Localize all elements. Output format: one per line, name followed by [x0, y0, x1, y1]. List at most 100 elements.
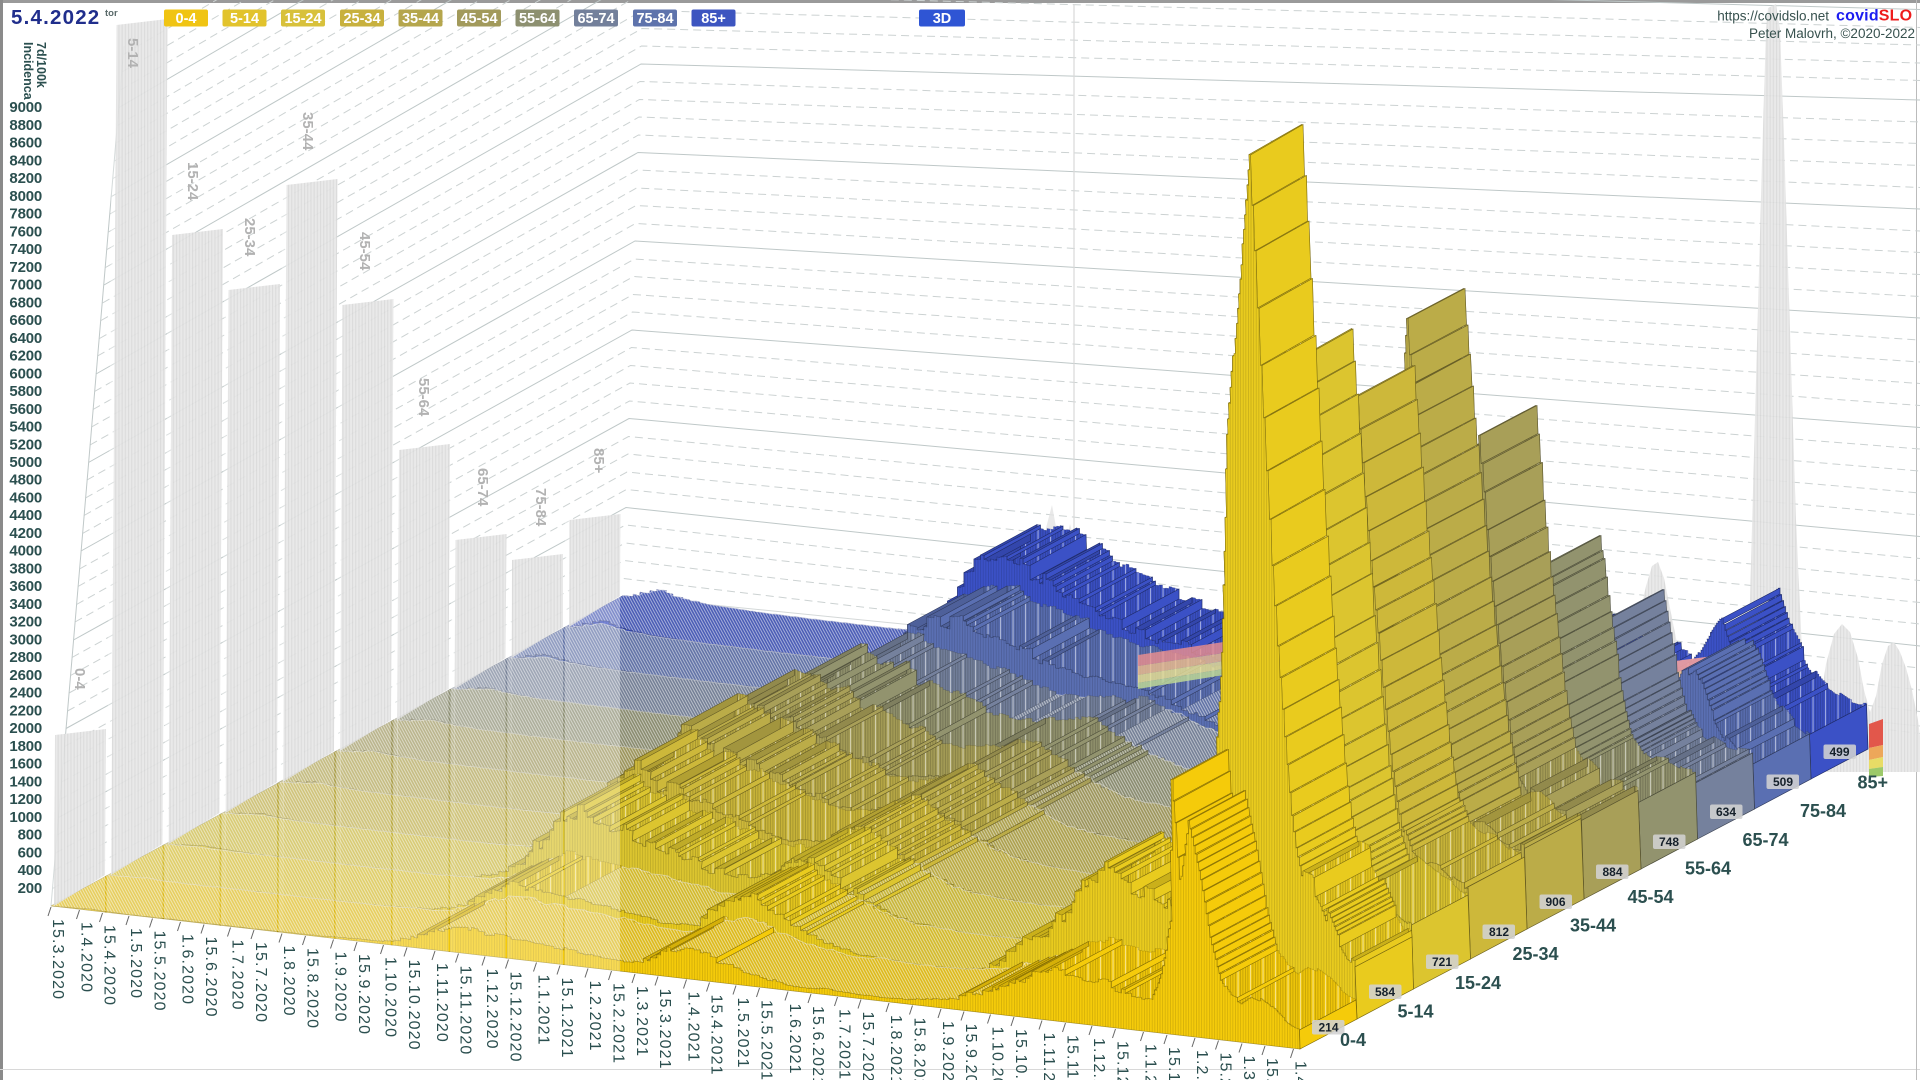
- svg-text:15.12.: 15.12.: [1114, 1041, 1131, 1080]
- svg-text:4200: 4200: [9, 525, 42, 542]
- svg-text:800: 800: [18, 827, 42, 844]
- svg-text:https://covidslo.net: https://covidslo.net: [1717, 9, 1829, 24]
- svg-text:5400: 5400: [9, 419, 42, 436]
- svg-text:7200: 7200: [9, 259, 42, 276]
- svg-text:0-4: 0-4: [71, 668, 88, 690]
- svg-text:15.11.2021: 15.11.2021: [1064, 1035, 1081, 1080]
- svg-text:1.6.2021: 1.6.2021: [786, 1004, 803, 1075]
- svg-text:15.4.2021: 15.4.2021: [708, 995, 725, 1076]
- svg-text:8400: 8400: [9, 153, 42, 170]
- svg-text:15.1.: 15.1.: [1165, 1047, 1182, 1080]
- svg-text:tor: tor: [105, 8, 118, 19]
- svg-text:15-24: 15-24: [1455, 973, 1501, 993]
- svg-text:634: 634: [1716, 805, 1736, 819]
- svg-text:15.3.2020: 15.3.2020: [49, 919, 66, 1000]
- svg-text:6400: 6400: [9, 330, 42, 347]
- svg-text:15.7.2020: 15.7.2020: [252, 942, 269, 1023]
- svg-text:65-74: 65-74: [577, 11, 614, 27]
- svg-text:1000: 1000: [9, 809, 42, 826]
- svg-text:5-14: 5-14: [230, 11, 259, 27]
- svg-text:15.2.: 15.2.: [1217, 1053, 1234, 1080]
- svg-text:35-44: 35-44: [1570, 916, 1616, 936]
- svg-text:1.7.2020: 1.7.2020: [229, 940, 246, 1011]
- svg-text:499: 499: [1829, 745, 1849, 759]
- svg-text:1.8.2021: 1.8.2021: [887, 1015, 904, 1080]
- svg-text:1.3.2021: 1.3.2021: [633, 986, 650, 1057]
- svg-text:6200: 6200: [9, 348, 42, 365]
- svg-text:15.10.2020: 15.10.2020: [405, 960, 422, 1051]
- svg-text:1.4.2020: 1.4.2020: [78, 922, 95, 993]
- svg-text:1.2.: 1.2.: [1193, 1050, 1210, 1080]
- svg-text:Incidenca: Incidenca: [21, 42, 35, 101]
- svg-text:748: 748: [1659, 835, 1679, 849]
- svg-text:3D: 3D: [933, 11, 952, 27]
- svg-text:15.9.2020: 15.9.2020: [355, 954, 372, 1035]
- svg-text:5-14: 5-14: [1398, 1002, 1434, 1022]
- svg-text:2400: 2400: [9, 685, 42, 702]
- svg-text:15.7.2021: 15.7.2021: [859, 1012, 876, 1080]
- svg-text:75-84: 75-84: [532, 488, 549, 527]
- svg-text:1.10.2021: 1.10.2021: [989, 1027, 1006, 1080]
- svg-text:3200: 3200: [9, 614, 42, 631]
- svg-text:1.3.: 1.3.: [1240, 1056, 1257, 1080]
- svg-text:2000: 2000: [9, 720, 42, 737]
- svg-text:5000: 5000: [9, 454, 42, 471]
- svg-text:25-34: 25-34: [241, 218, 258, 257]
- svg-text:1600: 1600: [9, 756, 42, 773]
- svg-text:5600: 5600: [9, 401, 42, 418]
- svg-text:1.12.2021: 1.12.2021: [1090, 1038, 1107, 1080]
- svg-text:721: 721: [1432, 955, 1452, 969]
- svg-text:55-64: 55-64: [1685, 859, 1731, 879]
- svg-text:1400: 1400: [9, 774, 42, 791]
- svg-text:0-4: 0-4: [176, 11, 197, 27]
- svg-text:15-24: 15-24: [184, 162, 201, 201]
- svg-text:4800: 4800: [9, 472, 42, 489]
- svg-text:8600: 8600: [9, 135, 42, 152]
- svg-text:200: 200: [18, 880, 42, 897]
- svg-text:1.4.: 1.4.: [1292, 1061, 1309, 1080]
- svg-text:6000: 6000: [9, 366, 42, 383]
- svg-text:9000: 9000: [9, 99, 42, 116]
- svg-text:15.10.2021: 15.10.2021: [1012, 1029, 1029, 1080]
- svg-text:1.12.2020: 1.12.2020: [483, 969, 500, 1050]
- svg-text:65-74: 65-74: [1743, 830, 1789, 850]
- svg-text:5.4.2022: 5.4.2022: [11, 6, 100, 29]
- svg-text:1.11.2020: 1.11.2020: [433, 963, 450, 1043]
- svg-text:3400: 3400: [9, 596, 42, 613]
- svg-text:1.1.2022: 1.1.2022: [1142, 1044, 1159, 1080]
- svg-text:75-84: 75-84: [636, 11, 673, 27]
- svg-text:1.11.2021: 1.11.2021: [1040, 1033, 1057, 1080]
- svg-text:2800: 2800: [9, 649, 42, 666]
- svg-text:3600: 3600: [9, 578, 42, 595]
- svg-text:600: 600: [18, 845, 42, 862]
- svg-text:15.3.2021: 15.3.2021: [656, 989, 673, 1070]
- svg-text:8200: 8200: [9, 170, 42, 187]
- svg-text:45-54: 45-54: [356, 232, 373, 271]
- svg-text:35-44: 35-44: [299, 112, 316, 151]
- svg-text:15.6.2020: 15.6.2020: [202, 937, 219, 1018]
- svg-text:7600: 7600: [9, 224, 42, 241]
- svg-text:6600: 6600: [9, 312, 42, 329]
- svg-text:400: 400: [18, 862, 42, 879]
- svg-text:15.4.2020: 15.4.2020: [101, 925, 118, 1006]
- svg-text:7000: 7000: [9, 277, 42, 294]
- svg-text:7400: 7400: [9, 241, 42, 258]
- svg-text:45-54: 45-54: [460, 11, 497, 27]
- svg-text:55-64: 55-64: [415, 378, 432, 417]
- svg-text:1.1.2021: 1.1.2021: [535, 975, 552, 1046]
- svg-text:1.7.2021: 1.7.2021: [836, 1009, 853, 1080]
- svg-text:55-64: 55-64: [519, 11, 556, 27]
- svg-text:75-84: 75-84: [1800, 801, 1846, 821]
- svg-text:15.8.2021: 15.8.2021: [911, 1018, 928, 1080]
- svg-text:5200: 5200: [9, 437, 42, 454]
- svg-text:5800: 5800: [9, 383, 42, 400]
- svg-text:812: 812: [1489, 925, 1509, 939]
- svg-text:1.9.2021: 1.9.2021: [939, 1021, 956, 1080]
- svg-text:1800: 1800: [9, 738, 42, 755]
- svg-text:7800: 7800: [9, 206, 42, 223]
- svg-text:85+: 85+: [590, 448, 607, 474]
- svg-text:1.8.2020: 1.8.2020: [280, 946, 297, 1017]
- svg-text:1.2.2021: 1.2.2021: [586, 981, 603, 1052]
- svg-text:509: 509: [1773, 775, 1793, 789]
- svg-text:1.5.2021: 1.5.2021: [734, 998, 751, 1069]
